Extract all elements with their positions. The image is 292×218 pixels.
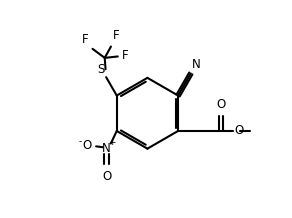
Text: F: F (113, 29, 119, 42)
Text: F: F (122, 49, 128, 62)
Text: N: N (102, 141, 111, 155)
Text: O: O (216, 98, 225, 111)
Text: F: F (81, 33, 88, 46)
Text: N: N (192, 58, 201, 71)
Text: +: + (108, 138, 115, 147)
Text: O: O (234, 124, 244, 138)
Text: S: S (97, 63, 105, 76)
Text: O: O (102, 170, 111, 183)
Text: O: O (82, 139, 91, 152)
Text: -: - (78, 137, 81, 146)
